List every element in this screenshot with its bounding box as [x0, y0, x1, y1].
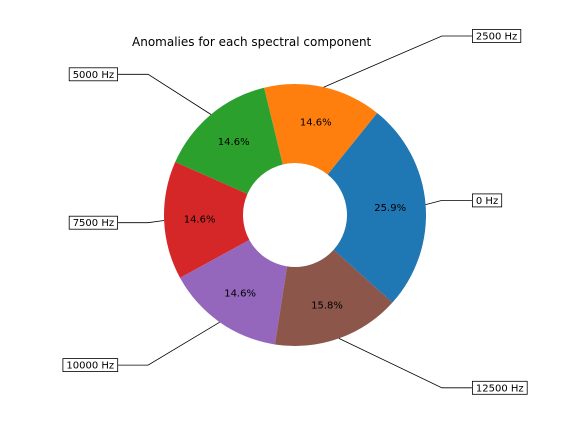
leader-line-12500-hz: [339, 338, 472, 387]
category-label-12500-hz: 12500 Hz: [476, 383, 524, 394]
category-label-7500-hz: 7500 Hz: [73, 218, 114, 229]
chart-title: Anomalies for each spectral component: [132, 35, 372, 49]
leader-line-7500-hz: [118, 221, 164, 223]
category-label-0-hz: 0 Hz: [476, 196, 498, 207]
leader-line-10000-hz: [118, 322, 220, 365]
percent-label-10000-hz: 14.6%: [224, 289, 256, 300]
leader-line-0-hz: [426, 200, 472, 204]
percent-label-7500-hz: 14.6%: [184, 215, 216, 226]
percent-label-12500-hz: 15.8%: [311, 301, 343, 312]
percent-label-2500-hz: 14.6%: [300, 117, 332, 128]
category-label-10000-hz: 10000 Hz: [66, 361, 114, 372]
leader-line-5000-hz: [118, 74, 211, 114]
category-label-2500-hz: 2500 Hz: [476, 32, 517, 43]
category-label-5000-hz: 5000 Hz: [73, 70, 114, 81]
percent-label-5000-hz: 14.6%: [218, 137, 250, 148]
percent-label-0-hz: 25.9%: [374, 203, 406, 214]
